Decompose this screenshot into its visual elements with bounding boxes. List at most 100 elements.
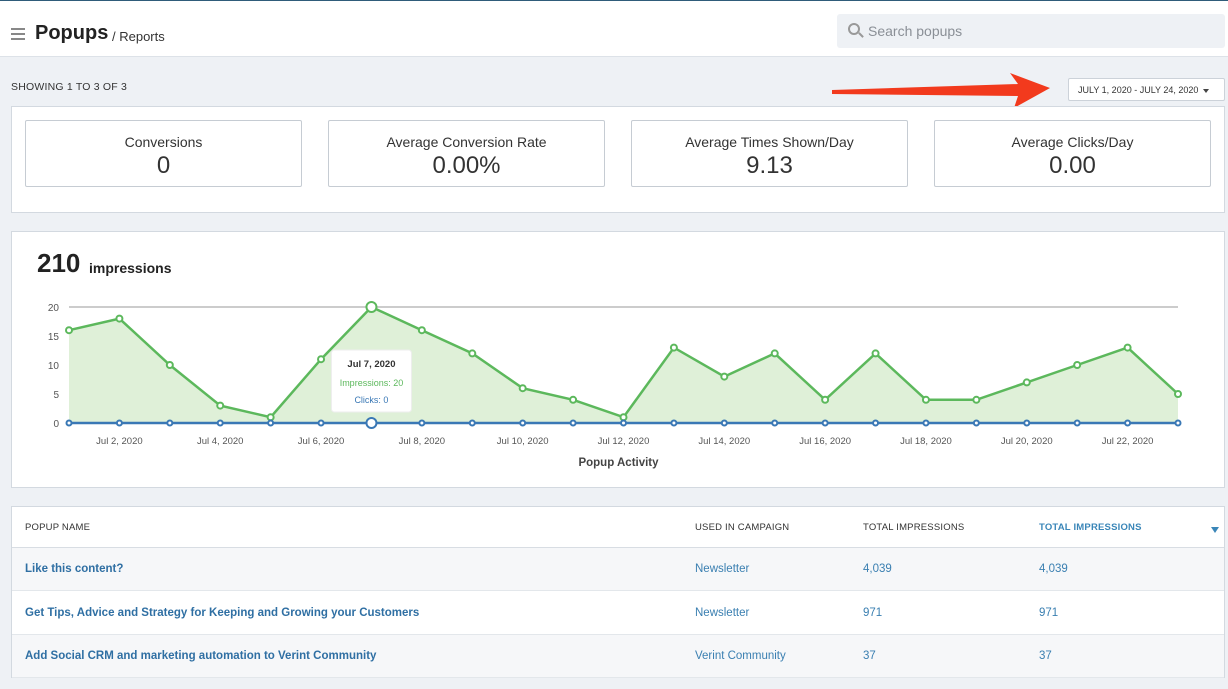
clicks-point [620,419,627,427]
date-range-label: JULY 1, 2020 - JULY 24, 2020 [1078,85,1199,95]
clicks-point [1174,419,1182,427]
impressions-point [720,372,729,381]
clicks-point [771,419,779,427]
stat-average-times-shown: Average Times Shown/Day 9.13 [631,120,908,187]
x-tick-label: Jul 18, 2020 [900,436,952,447]
stat-value: 0.00 [1049,152,1096,179]
table-row: Get Tips, Advice and Strategy for Keepin… [12,592,1224,635]
tooltip-box [330,349,412,413]
impressions-point [468,349,477,358]
impressions-point [365,301,378,313]
impressions-point [1123,343,1132,352]
x-tick-label: Jul 2, 2020 [96,436,142,447]
results-count: SHOWING 1 TO 3 OF 3 [11,81,128,93]
clicks-point [317,419,325,427]
clicks-point [468,419,476,427]
impressions-point [165,361,174,369]
impressions-point [65,326,73,335]
header-used-in-campaign[interactable]: USED IN CAMPAIGN [695,522,790,533]
y-tick-label: 0 [53,419,59,430]
impressions-sorted-value[interactable]: 37 [1039,650,1052,662]
sort-desc-icon[interactable] [1211,527,1219,533]
impressions-point [1073,361,1082,369]
stat-average-clicks: Average Clicks/Day 0.00 [934,120,1211,187]
clicks-point [1124,419,1132,427]
x-tick-label: Jul 12, 2020 [598,436,650,447]
activity-chart-card: 210 impressions 0 5 10 15 20 Jul 2, 2020 Jul 4… [11,231,1225,488]
impressions-area [69,307,1178,423]
x-tick-label: Jul 4, 2020 [197,436,243,447]
header-popup-name[interactable]: POPUP NAME [25,522,91,533]
stat-label: Average Clicks/Day [1011,134,1134,150]
activity-chart[interactable]: 0 5 10 15 20 Jul 2, 2020 Jul 4, 2020 Jul 6, 202… [12,232,1224,487]
hamburger-menu-icon[interactable] [11,28,25,40]
clicks-point [1023,419,1031,427]
x-tick-label: Jul 22, 2020 [1102,436,1154,447]
x-tick-label: Jul 8, 2020 [399,436,445,447]
impressions-point [266,413,275,422]
impressions-point [1022,378,1031,387]
impressions-value[interactable]: 37 [863,650,876,662]
clicks-point [418,419,426,427]
table-row: Add Social CRM and marketing automation … [12,635,1224,678]
x-tick-label: Jul 16, 2020 [799,436,851,447]
impressions-sorted-value[interactable]: 4,039 [1039,563,1068,575]
clicks-point [216,419,224,427]
impressions-sorted-value[interactable]: 971 [1039,607,1059,619]
impressions-point [216,401,225,410]
clicks-point [872,419,880,427]
breadcrumb[interactable]: / Reports [112,29,165,44]
top-bar: Popups / Reports [0,0,1228,57]
y-tick-label: 10 [48,361,60,372]
impressions-point [619,413,628,422]
header-total-impressions-sorted[interactable]: TOTAL IMPRESSIONS [1039,522,1142,533]
impressions-point [770,349,779,358]
clicks-point [519,419,527,427]
impressions-point [569,395,578,404]
stat-label: Average Times Shown/Day [685,134,854,150]
search-icon [848,23,860,35]
impressions-point [1174,390,1182,398]
popup-name-link[interactable]: Get Tips, Advice and Strategy for Keepin… [25,607,420,619]
impressions-point [821,395,830,404]
clicks-point [569,419,577,427]
popups-table: POPUP NAME USED IN CAMPAIGN TOTAL IMPRES… [11,506,1225,678]
popup-name-link[interactable]: Add Social CRM and marketing automation … [25,650,377,662]
impressions-point [669,343,678,352]
x-tick-label: Jul 20, 2020 [1001,436,1053,447]
x-tick-label: Jul 10, 2020 [497,436,549,447]
clicks-point [922,419,930,427]
impressions-label: impressions [89,260,172,276]
tooltip-impressions: Impressions: 20 [340,378,404,388]
clicks-point [166,419,174,427]
search-input[interactable] [868,14,1218,48]
campaign-link[interactable]: Newsletter [695,563,750,575]
impressions-point [115,314,124,323]
clicks-point [267,419,275,427]
tooltip-clicks: Clicks: 0 [354,395,388,405]
clicks-point [670,419,678,427]
popup-name-link[interactable]: Like this content? [25,563,124,575]
stats-panel: Conversions 0 Average Conversion Rate 0.… [11,106,1225,213]
impressions-point [417,326,426,335]
clicks-point [821,419,829,427]
clicks-point [720,419,728,427]
x-tick-label: Jul 14, 2020 [698,436,750,447]
campaign-link[interactable]: Newsletter [695,607,750,619]
stat-conversions: Conversions 0 [25,120,302,187]
clicks-point [65,419,73,427]
stat-value: 0 [156,152,171,179]
impressions-count: 210 [37,248,81,278]
header-total-impressions[interactable]: TOTAL IMPRESSIONS [863,522,965,533]
impressions-point [518,384,527,393]
stat-label: Conversions [124,134,203,150]
impressions-value[interactable]: 971 [863,607,883,619]
table-header: POPUP NAME USED IN CAMPAIGN TOTAL IMPRES… [12,507,1224,548]
stat-value: 9.13 [746,152,793,179]
campaign-link[interactable]: Verint Community [695,650,786,662]
tooltip-title: Jul 7, 2020 [347,359,395,370]
date-range-dropdown[interactable]: JULY 1, 2020 - JULY 24, 2020 [1068,78,1225,101]
search-box[interactable] [837,14,1225,48]
impressions-value[interactable]: 4,039 [863,563,892,575]
y-tick-label: 15 [48,332,60,343]
